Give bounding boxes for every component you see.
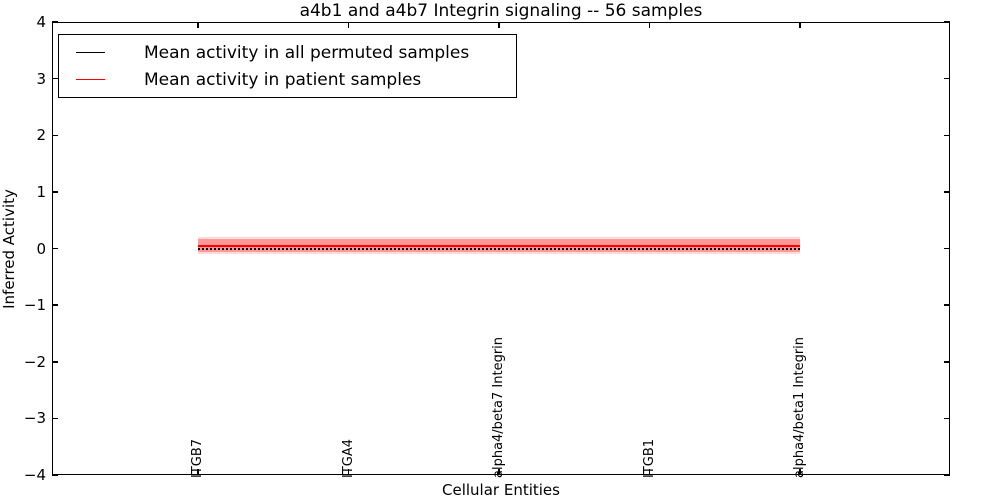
x-tick-top xyxy=(347,22,350,28)
legend: Mean activity in all permuted samples Me… xyxy=(58,34,517,98)
y-tick-right xyxy=(944,21,950,23)
patient-line-sample xyxy=(76,79,105,80)
y-tick-right xyxy=(944,77,950,80)
x-tick-label: alpha4/beta1 Integrin xyxy=(792,336,807,478)
y-tick-left xyxy=(52,77,58,80)
y-tick-label: −2 xyxy=(23,352,46,371)
x-tick-top xyxy=(799,22,801,28)
y-tick-right xyxy=(944,134,950,136)
x-tick-bottom xyxy=(498,469,500,475)
y-tick-right xyxy=(944,304,950,306)
y-tick-right xyxy=(944,247,950,250)
x-tick-top xyxy=(498,22,500,28)
y-tick-label: −1 xyxy=(23,296,46,315)
y-tick-label: −4 xyxy=(23,466,46,484)
y-tick-left xyxy=(52,21,58,23)
permuted-line-sample xyxy=(76,52,105,53)
y-tick-label: 2 xyxy=(36,126,46,145)
x-tick-label: ITGB7 xyxy=(190,438,205,478)
y-tick-right xyxy=(944,361,950,363)
y-tick-left xyxy=(52,247,58,250)
legend-label-patient: Mean activity in patient samples xyxy=(144,69,422,90)
x-axis-label: Cellular Entities xyxy=(442,481,560,499)
x-tick-bottom xyxy=(648,469,651,475)
x-tick-top xyxy=(648,22,651,28)
legend-entry-permuted: Mean activity in all permuted samples xyxy=(59,40,516,66)
y-tick-right xyxy=(944,474,950,476)
x-tick-bottom xyxy=(347,469,350,475)
y-tick-label: 3 xyxy=(36,69,46,88)
legend-entry-patient: Mean activity in patient samples xyxy=(59,67,516,93)
x-tick-bottom xyxy=(197,469,199,475)
y-tick-right xyxy=(944,417,950,420)
x-tick-top xyxy=(197,22,199,28)
y-axis-label: Inferred Activity xyxy=(0,189,18,309)
x-tick-label: ITGA4 xyxy=(340,438,356,478)
y-tick-left xyxy=(52,134,58,136)
x-tick-label: alpha4/beta7 Integrin xyxy=(491,336,506,478)
x-tick-bottom xyxy=(799,469,801,475)
x-tick-label: ITGB1 xyxy=(641,438,657,478)
y-tick-right xyxy=(944,191,950,193)
permuted-mean-line xyxy=(198,247,800,250)
y-tick-left xyxy=(52,474,58,476)
y-tick-left xyxy=(52,361,58,363)
y-tick-label: 1 xyxy=(36,182,46,201)
y-tick-label: −3 xyxy=(23,409,46,428)
patient-mean-line xyxy=(198,244,800,247)
y-tick-left xyxy=(52,417,58,420)
legend-label-permuted: Mean activity in all permuted samples xyxy=(144,42,470,63)
y-tick-label: 0 xyxy=(36,239,46,258)
y-tick-label: 4 xyxy=(36,13,46,31)
chart-title: a4b1 and a4b7 Integrin signaling -- 56 s… xyxy=(299,1,703,21)
y-tick-left xyxy=(52,304,58,306)
y-tick-left xyxy=(52,191,58,193)
